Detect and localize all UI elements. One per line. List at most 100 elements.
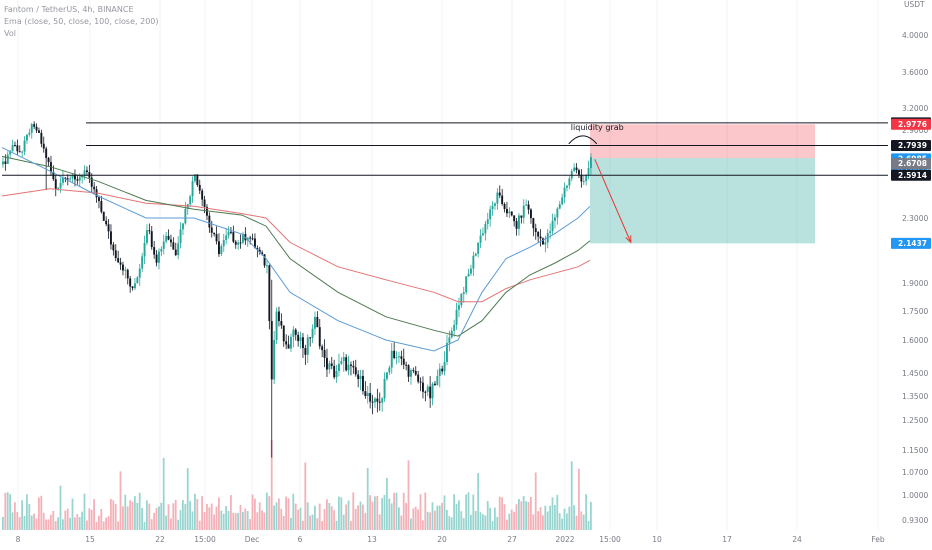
volume-bar (470, 514, 472, 530)
volume-bar (431, 502, 434, 530)
candle-body (182, 223, 184, 230)
candle-body (448, 337, 451, 343)
volume-bar (326, 499, 328, 530)
volume-bar (472, 494, 475, 530)
candle-body (134, 283, 136, 289)
candle-body (131, 286, 134, 289)
price-tick-label: 1.6000 (902, 336, 928, 345)
candle-body (366, 393, 369, 397)
volume-bar (386, 477, 388, 530)
candle-body (316, 317, 319, 328)
volume-bar (64, 510, 67, 530)
candle-body (352, 365, 355, 368)
candle-body (330, 363, 333, 366)
candle-body (371, 401, 374, 403)
candle-body (90, 177, 93, 187)
candle-body (395, 357, 398, 359)
candle-body (376, 398, 379, 402)
candle-body (345, 357, 348, 371)
target-arrowhead (625, 235, 632, 244)
volume-bar (585, 494, 587, 530)
candle-body (105, 220, 108, 225)
date-tick-label: 6 (298, 535, 303, 544)
candle-body (138, 268, 141, 278)
volume-bar (208, 507, 211, 530)
candle-body (503, 204, 506, 210)
candle-body (86, 170, 88, 172)
target-arrow (594, 159, 632, 243)
candle-body (261, 252, 264, 255)
volume-bar (66, 508, 69, 530)
candle-body (194, 174, 196, 182)
date-tick-label: Dec (245, 535, 260, 544)
volume-bar (38, 497, 40, 530)
candle-body (549, 231, 552, 234)
time-axis-bg (0, 530, 932, 550)
candle-body (83, 170, 86, 177)
candle-body (539, 236, 542, 239)
candle-body (333, 365, 336, 378)
volume-bar (388, 498, 391, 530)
volume-bar (227, 510, 230, 530)
candle-body (359, 376, 362, 380)
volume-bar (100, 509, 103, 530)
volume-bar (527, 502, 530, 530)
volume-bar (124, 494, 127, 530)
volume-bar (551, 497, 554, 530)
price-tag-label: 2.1437 (898, 239, 927, 248)
candle-body (441, 368, 444, 372)
candle-body (304, 348, 307, 355)
volume-bar (69, 517, 71, 530)
volume-bar (237, 512, 239, 530)
volume-bar (203, 512, 206, 530)
volume-bar (138, 492, 141, 530)
volume-bar (362, 504, 364, 530)
candle-body (117, 258, 120, 263)
candle-body (282, 325, 285, 342)
candle-body (338, 363, 340, 372)
volume-bar (364, 512, 367, 530)
volume-bar (268, 496, 271, 530)
candle-body (506, 209, 508, 214)
volume-bar (155, 507, 158, 530)
volume-bar (201, 496, 203, 530)
volume-bar (273, 505, 275, 530)
volume-bar (105, 517, 107, 530)
volume-bar (86, 520, 88, 530)
candle-body (112, 244, 115, 251)
volume-bar (213, 514, 215, 530)
candle-body (177, 243, 180, 256)
volume-bar (174, 499, 177, 530)
volume-bar (347, 500, 350, 530)
volume-bar (107, 516, 110, 530)
candle-body (38, 130, 40, 133)
candle-body (462, 292, 465, 294)
volume-bar (554, 504, 556, 530)
volume-bar (280, 508, 283, 530)
candle-body (578, 170, 580, 175)
candle-body (554, 217, 556, 221)
volume-bar (35, 518, 38, 530)
volume-bar (311, 514, 314, 530)
volume-bar (453, 494, 455, 530)
date-tick-label: 15:00 (194, 535, 216, 544)
candle-body (98, 197, 100, 201)
volume-bar (158, 506, 160, 530)
volume-bar (558, 513, 561, 530)
candle-body (256, 247, 259, 250)
volume-bar (321, 521, 323, 530)
candle-body (575, 167, 578, 171)
candle-body (47, 157, 50, 163)
volume-bar (486, 501, 489, 530)
volume-bar (6, 492, 9, 530)
date-tick-label: 24 (792, 535, 802, 544)
volume-bar (47, 519, 50, 530)
candle-body (542, 238, 544, 245)
chart-legend: Fantom / TetherUS, 4h, BINANCE Ema (clos… (4, 4, 159, 40)
volume-bar (496, 516, 499, 530)
volume-bar (242, 511, 244, 530)
symbol-title: Fantom / TetherUS, 4h, BINANCE (4, 5, 134, 14)
candle-body (530, 209, 532, 219)
